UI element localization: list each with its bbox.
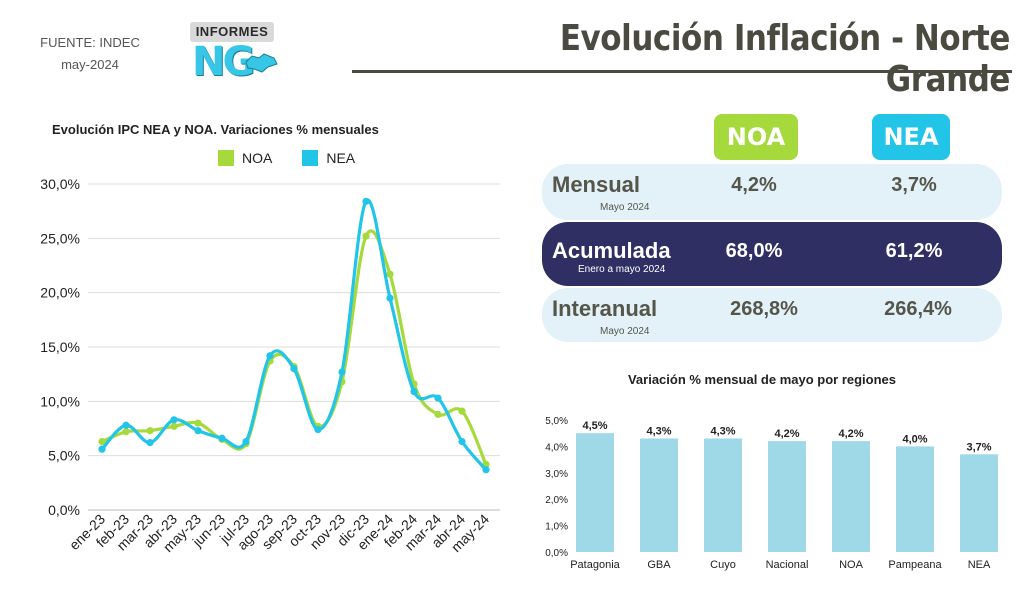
bar-value-label: 4,0% (902, 433, 927, 445)
bar-value-label: 4,5% (582, 420, 607, 432)
legend-swatch-nea (302, 150, 319, 166)
bar-value-label: 3,7% (966, 441, 991, 453)
data-point-noa (458, 407, 466, 415)
line-chart: 0,0%5,0%10,0%15,0%20,0%25,0%30,0%ene-23f… (40, 176, 500, 555)
line-chart-legend: NOA NEA (218, 150, 355, 166)
data-point-nea (218, 434, 226, 442)
data-point-noa (98, 437, 106, 446)
y-tick-label: 5,0% (48, 448, 80, 464)
legend-label-nea: NEA (326, 150, 356, 166)
x-category-label: GBA (647, 559, 671, 571)
data-point-nea (434, 394, 442, 402)
kpi-label: Acumulada (552, 238, 671, 263)
data-point-noa (362, 232, 370, 240)
kpi-value-noa: 268,8% (730, 298, 798, 320)
data-point-nea (242, 437, 250, 446)
y-tick-label: 15,0% (40, 339, 80, 355)
legend-item-nea: NEA (302, 150, 355, 166)
legend-label-noa: NOA (242, 150, 273, 166)
x-category-label: Nacional (766, 559, 809, 571)
data-point-nea (170, 416, 178, 424)
bar-value-label: 4,2% (838, 428, 863, 440)
data-point-nea (386, 294, 394, 302)
bar-value-label: 4,2% (774, 428, 799, 440)
data-point-noa (434, 410, 442, 418)
source-date: may-2024 (61, 57, 119, 72)
data-point-nea (410, 387, 418, 396)
kpi-value-nea: 3,7% (891, 174, 937, 196)
data-point-noa (122, 428, 130, 436)
title-underline (352, 70, 1012, 73)
y-tick-label: 0,0% (48, 502, 80, 518)
data-point-nea (482, 466, 490, 474)
bar-nacional (768, 441, 806, 552)
y-tick-label: 20,0% (40, 285, 80, 301)
page-title: Evolución Inflación - Norte Grande (559, 18, 1011, 100)
informes-ng-logo: INFORMES NG (190, 22, 282, 84)
y-tick-label: 10,0% (40, 393, 80, 409)
source-note: FUENTE: INDEC may-2024 (26, 32, 154, 76)
legend-swatch-noa (218, 150, 234, 166)
y-tick-label: 1,0% (545, 522, 568, 533)
series-line-noa (101, 229, 488, 466)
bar-value-label: 4,3% (646, 425, 671, 437)
x-category-label: Patagonia (570, 559, 620, 571)
data-point-nea (362, 197, 370, 205)
logo-tag: INFORMES (190, 22, 274, 42)
kpi-value-nea: 61,2% (885, 240, 943, 262)
kpi-sublabel: Mayo 2024 (600, 202, 650, 213)
data-point-nea (314, 425, 322, 434)
source-label: FUENTE: INDEC (40, 35, 140, 50)
data-point-nea (458, 437, 466, 446)
bar-nea (960, 454, 998, 552)
y-tick-label: 4,0% (545, 442, 568, 453)
kpi-value-nea: 266,4% (884, 298, 952, 320)
kpi-sublabel: Enero a mayo 2024 (578, 264, 666, 275)
legend-item-noa: NOA (218, 150, 272, 166)
column-badge-nea: NEA (872, 114, 950, 160)
data-point-nea (290, 365, 298, 373)
bar-noa (832, 441, 870, 552)
y-tick-label: 25,0% (40, 230, 80, 246)
kpi-row-mensual: Mensual Mayo 2024 4,2% 3,7% (542, 164, 1002, 220)
line-chart-title: Evolución IPC NEA y NOA. Variaciones % m… (52, 122, 379, 137)
y-tick-label: 30,0% (40, 176, 80, 192)
data-point-nea (194, 427, 202, 435)
data-point-nea (98, 445, 106, 453)
y-tick-label: 0,0% (545, 548, 568, 559)
kpi-value-noa: 4,2% (731, 174, 777, 196)
data-point-noa (146, 427, 154, 435)
map-icon (245, 53, 278, 73)
data-point-nea (122, 421, 130, 429)
bar-value-label: 4,3% (710, 425, 735, 437)
data-point-nea (338, 368, 346, 376)
bar-chart-title: Variación % mensual de mayo por regiones (627, 372, 897, 387)
logo-mark: NG (192, 39, 255, 85)
kpi-label: Interanual (552, 296, 658, 321)
data-point-noa (170, 422, 178, 430)
x-category-label: Cuyo (710, 559, 736, 571)
data-point-noa (386, 270, 394, 278)
x-category-label: NOA (839, 559, 864, 571)
bar-gba (640, 438, 678, 552)
bar-cuyo (704, 438, 742, 552)
y-tick-label: 5,0% (545, 416, 568, 427)
data-point-nea (266, 352, 274, 360)
data-point-noa (194, 419, 202, 427)
kpi-label: Mensual (552, 172, 641, 197)
x-category-label: Pampeana (888, 559, 942, 571)
kpi-row-acumulada: Acumulada Enero a mayo 2024 68,0% 61,2% (542, 222, 1002, 286)
x-category-label: NEA (968, 559, 991, 571)
bar-chart: 0,0% 1,0% 2,0% 3,0% 4,0% 5,0% 4,5% Patagonia 4,3… (545, 416, 998, 571)
column-badge-noa: NOA (714, 114, 798, 160)
kpi-row-interanual: Interanual Mayo 2024 268,8% 266,4% (542, 288, 1002, 342)
data-point-nea (146, 439, 154, 447)
bar-patagonia (576, 433, 614, 552)
kpi-value-noa: 68,0% (725, 240, 783, 262)
y-tick-label: 2,0% (545, 495, 568, 506)
kpi-sublabel: Mayo 2024 (600, 326, 650, 337)
bar-pampeana (896, 446, 934, 552)
y-tick-label: 3,0% (545, 469, 568, 480)
